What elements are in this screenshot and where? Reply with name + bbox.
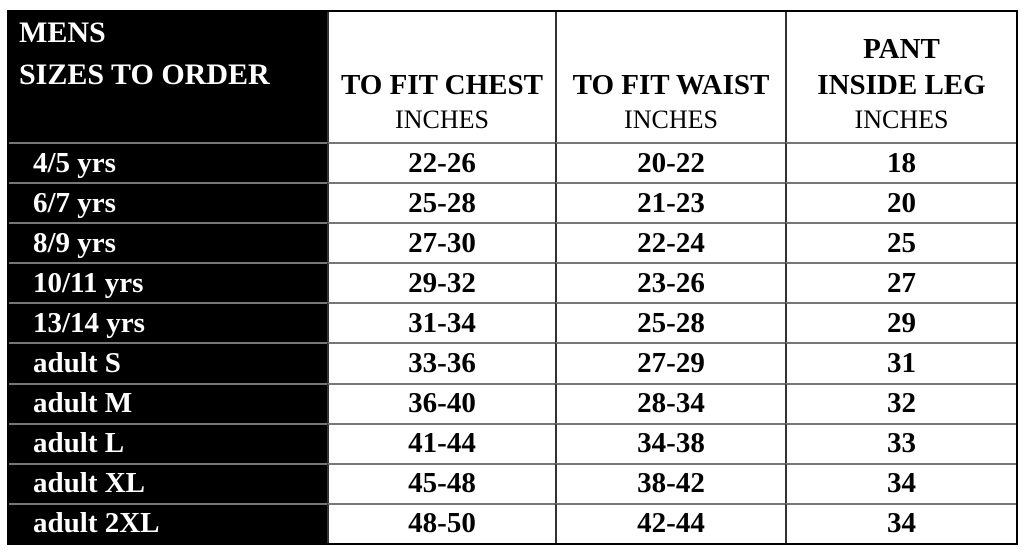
waist-cell: 27-29	[555, 342, 785, 383]
chest-cell: 29-32	[327, 262, 555, 303]
header-leg-title-line1: PANT	[863, 33, 940, 65]
waist-cell: 20-22	[555, 142, 785, 183]
waist-cell: 22-24	[555, 222, 785, 263]
leg-cell: 18	[785, 142, 1016, 183]
size-cell: adult XL	[9, 462, 327, 503]
chest-cell: 41-44	[327, 422, 555, 463]
size-chart-table: MENS SIZES TO ORDER TO FIT CHEST INCHES …	[7, 10, 1018, 545]
chest-cell: 48-50	[327, 502, 555, 543]
size-cell: 4/5 yrs	[9, 142, 327, 183]
size-cell: adult L	[9, 422, 327, 463]
leg-cell: 33	[785, 422, 1016, 463]
size-cell: adult 2XL	[9, 502, 327, 543]
waist-cell: 23-26	[555, 262, 785, 303]
header-leg-unit: INCHES	[854, 104, 949, 134]
header-chest: TO FIT CHEST INCHES	[327, 12, 555, 142]
waist-cell: 42-44	[555, 502, 785, 543]
header-chest-unit: INCHES	[395, 104, 489, 134]
header-leg-title-line2: INSIDE LEG	[817, 69, 986, 102]
size-cell: adult S	[9, 342, 327, 383]
size-cell: 13/14 yrs	[9, 302, 327, 343]
chest-cell: 22-26	[327, 142, 555, 183]
header-sizes: MENS SIZES TO ORDER	[9, 12, 327, 142]
header-leg: PANT INSIDE LEG INCHES	[785, 12, 1016, 142]
size-chart-grid: MENS SIZES TO ORDER TO FIT CHEST INCHES …	[9, 12, 1016, 543]
waist-cell: 28-34	[555, 382, 785, 423]
header-sizes-line2: SIZES TO ORDER	[19, 58, 270, 91]
chest-cell: 25-28	[327, 182, 555, 223]
waist-cell: 25-28	[555, 302, 785, 343]
chest-cell: 31-34	[327, 302, 555, 343]
leg-cell: 31	[785, 342, 1016, 383]
leg-cell: 34	[785, 502, 1016, 543]
waist-cell: 34-38	[555, 422, 785, 463]
size-cell: 10/11 yrs	[9, 262, 327, 303]
leg-cell: 32	[785, 382, 1016, 423]
leg-cell: 25	[785, 222, 1016, 263]
size-cell: 8/9 yrs	[9, 222, 327, 263]
header-sizes-line1: MENS	[19, 16, 106, 49]
size-cell: 6/7 yrs	[9, 182, 327, 223]
waist-cell: 38-42	[555, 462, 785, 503]
header-waist-title: TO FIT WAIST	[572, 69, 770, 102]
chest-cell: 33-36	[327, 342, 555, 383]
leg-cell: 27	[785, 262, 1016, 303]
chest-cell: 36-40	[327, 382, 555, 423]
size-cell: adult M	[9, 382, 327, 423]
leg-cell: 29	[785, 302, 1016, 343]
header-chest-title: TO FIT CHEST	[340, 69, 543, 102]
leg-cell: 20	[785, 182, 1016, 223]
header-waist: TO FIT WAIST INCHES	[555, 12, 785, 142]
chest-cell: 45-48	[327, 462, 555, 503]
waist-cell: 21-23	[555, 182, 785, 223]
leg-cell: 34	[785, 462, 1016, 503]
header-waist-unit: INCHES	[624, 104, 718, 134]
chest-cell: 27-30	[327, 222, 555, 263]
